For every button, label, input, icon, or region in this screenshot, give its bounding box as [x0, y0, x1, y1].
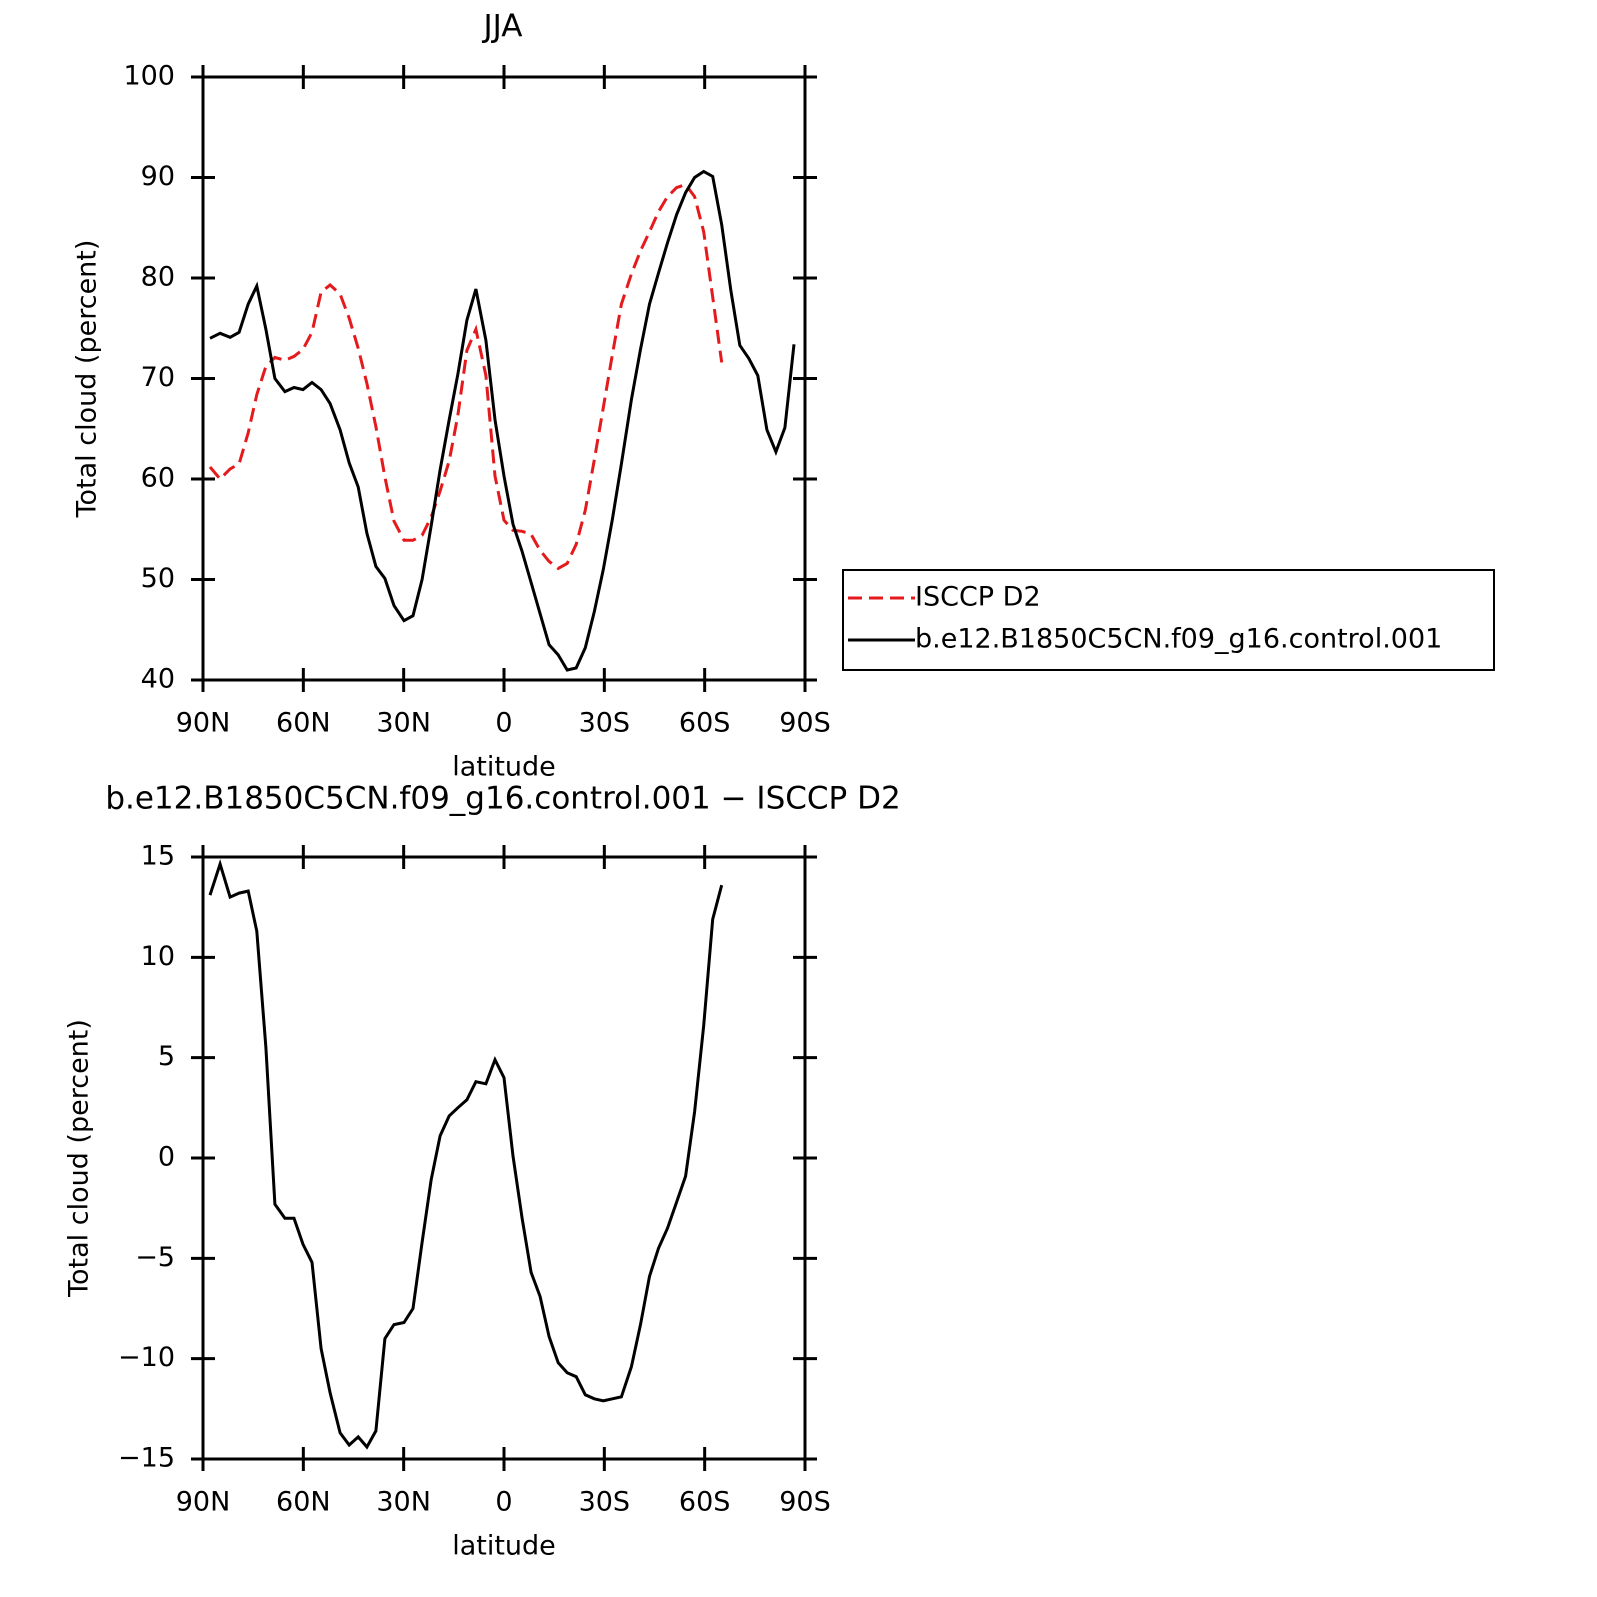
- x-tick-label: 30N: [376, 1487, 431, 1518]
- y-tick-label: −10: [118, 1342, 175, 1373]
- y-tick-label: 70: [141, 362, 175, 393]
- y-tick-label: 80: [141, 262, 175, 293]
- x-tick-label: 60N: [276, 708, 331, 739]
- y-tick-label: 100: [123, 61, 175, 92]
- y-tick-label: −5: [135, 1242, 175, 1273]
- y-tick-label: 50: [141, 563, 175, 594]
- x-tick-label: 30N: [376, 708, 431, 739]
- chart-title: b.e12.B1850C5CN.f09_g16.control.001 − IS…: [105, 781, 900, 817]
- x-tick-label: 90N: [176, 708, 231, 739]
- x-tick-label: 90S: [779, 1487, 831, 1518]
- data-line: [208, 182, 724, 571]
- x-tick-label: 60N: [276, 1487, 331, 1518]
- y-tick-label: 5: [158, 1041, 175, 1072]
- y-tick-label: 10: [141, 941, 175, 972]
- x-tick-label: 90N: [176, 1487, 231, 1518]
- legend-label: ISCCP D2: [915, 582, 1041, 613]
- x-tick-label: 0: [495, 1487, 512, 1518]
- x-tick-label: 30S: [579, 1487, 631, 1518]
- x-axis-label: latitude: [452, 1531, 556, 1562]
- y-axis-label: Total cloud (percent): [72, 240, 103, 519]
- legend-box: [842, 569, 1495, 671]
- y-tick-label: −15: [118, 1443, 175, 1474]
- legend-label: b.e12.B1850C5CN.f09_g16.control.001: [915, 624, 1442, 655]
- plot-frame: [201, 75, 807, 682]
- x-tick-label: 30S: [579, 708, 631, 739]
- y-tick-label: 40: [141, 664, 175, 695]
- plot-frame: [201, 855, 807, 1461]
- y-tick-label: 0: [158, 1142, 175, 1173]
- data-line: [208, 858, 724, 1450]
- y-tick-label: 15: [141, 841, 175, 872]
- x-tick-label: 60S: [679, 708, 731, 739]
- y-tick-label: 60: [141, 463, 175, 494]
- x-tick-label: 0: [495, 708, 512, 739]
- x-axis-label: latitude: [452, 752, 556, 783]
- y-axis-label: Total cloud (percent): [64, 1019, 95, 1298]
- x-tick-label: 90S: [779, 708, 831, 739]
- y-tick-label: 90: [141, 161, 175, 192]
- data-line: [209, 169, 796, 672]
- chart-title: JJA: [482, 9, 523, 45]
- x-tick-label: 60S: [679, 1487, 731, 1518]
